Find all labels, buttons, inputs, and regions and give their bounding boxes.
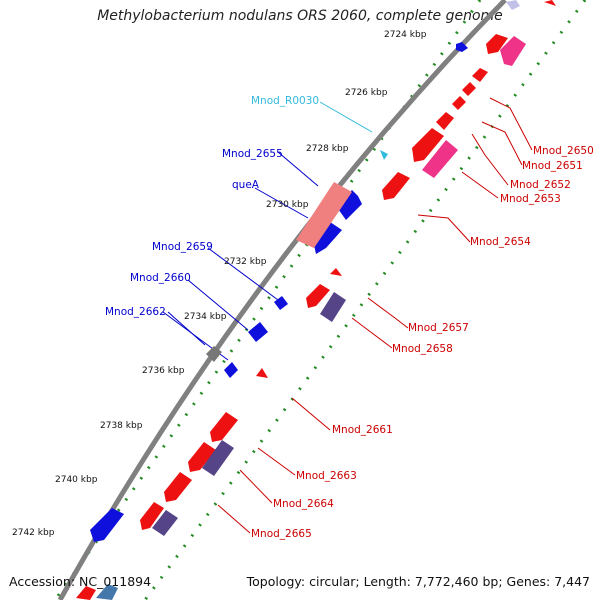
rna-feature bbox=[380, 150, 388, 160]
gene-arrow bbox=[306, 284, 330, 308]
gene-arrow bbox=[472, 68, 488, 82]
gene-label: Mnod_2659 bbox=[152, 241, 213, 253]
gene-arrow bbox=[164, 472, 192, 502]
gene-label: Mnod_2658 bbox=[392, 343, 453, 355]
gene-label: Mnod_2664 bbox=[273, 498, 334, 510]
gene-label: Mnod_2655 bbox=[222, 148, 283, 160]
outer-tick-ring bbox=[53, 0, 482, 600]
gene-arrow bbox=[256, 368, 268, 378]
steel-feature bbox=[96, 584, 118, 600]
gene-arrow bbox=[456, 42, 468, 52]
gene-arrow bbox=[462, 82, 476, 96]
gene-label: Mnod_2663 bbox=[296, 470, 357, 482]
gene-label: Mnod_2651 bbox=[522, 160, 583, 172]
gene-arrow bbox=[382, 172, 410, 200]
gene-arrow bbox=[436, 112, 454, 130]
gene-arrow bbox=[486, 34, 508, 54]
gene-label-rna: Mnod_R0030 bbox=[251, 95, 319, 107]
gene-arrow bbox=[336, 190, 362, 220]
gene-arrow bbox=[224, 362, 238, 378]
gene-label: Mnod_2654 bbox=[470, 236, 531, 248]
gene-label: Mnod_2660 bbox=[130, 272, 191, 284]
gene-arrow bbox=[412, 128, 444, 162]
tick-label: 2734 kbp bbox=[184, 312, 227, 322]
tick-label: 2728 kbp bbox=[306, 144, 349, 154]
map-title: Methylobacterium nodulans ORS 2060, comp… bbox=[97, 8, 503, 24]
gene-label: Mnod_2665 bbox=[251, 528, 312, 540]
gene-arrow bbox=[274, 296, 288, 310]
genome-backbone bbox=[57, 0, 507, 600]
gene-label: Mnod_2661 bbox=[332, 424, 393, 436]
gene-arrow bbox=[76, 586, 96, 600]
gene-arrow bbox=[452, 96, 466, 110]
grey-feature bbox=[206, 346, 222, 362]
gene-label: Mnod_2650 bbox=[533, 145, 594, 157]
gene-label: Mnod_2652 bbox=[510, 179, 571, 191]
gene-label: Mnod_2657 bbox=[408, 322, 469, 334]
tick-label: 2738 kbp bbox=[100, 421, 143, 431]
gene-label: Mnod_2662 bbox=[105, 306, 166, 318]
gene-label: queA bbox=[232, 179, 260, 191]
gene-arrow bbox=[90, 508, 124, 542]
gene-label: Mnod_2653 bbox=[500, 193, 561, 205]
genes-forward bbox=[90, 42, 468, 542]
gene-arrow bbox=[140, 502, 164, 530]
faded-feature bbox=[544, 0, 556, 6]
pink-feature bbox=[422, 140, 458, 178]
purple-feature bbox=[202, 440, 234, 476]
tick-label: 2736 kbp bbox=[142, 366, 185, 376]
connector-rna bbox=[319, 101, 373, 133]
purple-feature bbox=[152, 510, 178, 536]
accession-text: Accession: NC_011894 bbox=[9, 574, 152, 589]
tick-label: 2730 kbp bbox=[266, 200, 309, 210]
faded-feature bbox=[506, 0, 520, 10]
gene-arrow bbox=[210, 412, 238, 442]
genes-reverse bbox=[76, 34, 508, 600]
connectors-right bbox=[217, 97, 533, 534]
connectors-left bbox=[162, 151, 319, 361]
tick-label: 2740 kbp bbox=[55, 475, 98, 485]
gene-arrow bbox=[248, 322, 268, 342]
gene-arrow bbox=[330, 268, 342, 276]
gene-arrow bbox=[312, 222, 342, 254]
tick-label: 2732 kbp bbox=[224, 257, 267, 267]
gene-arrow bbox=[188, 442, 216, 472]
tick-label: 2724 kbp bbox=[384, 30, 427, 40]
pink-feature bbox=[500, 36, 526, 66]
tick-label: 2742 kbp bbox=[12, 528, 55, 538]
tick-label: 2726 kbp bbox=[345, 88, 388, 98]
purple-feature bbox=[320, 292, 346, 322]
salmon-feature bbox=[296, 182, 352, 248]
summary-text: Topology: circular; Length: 7,772,460 bp… bbox=[246, 574, 590, 589]
